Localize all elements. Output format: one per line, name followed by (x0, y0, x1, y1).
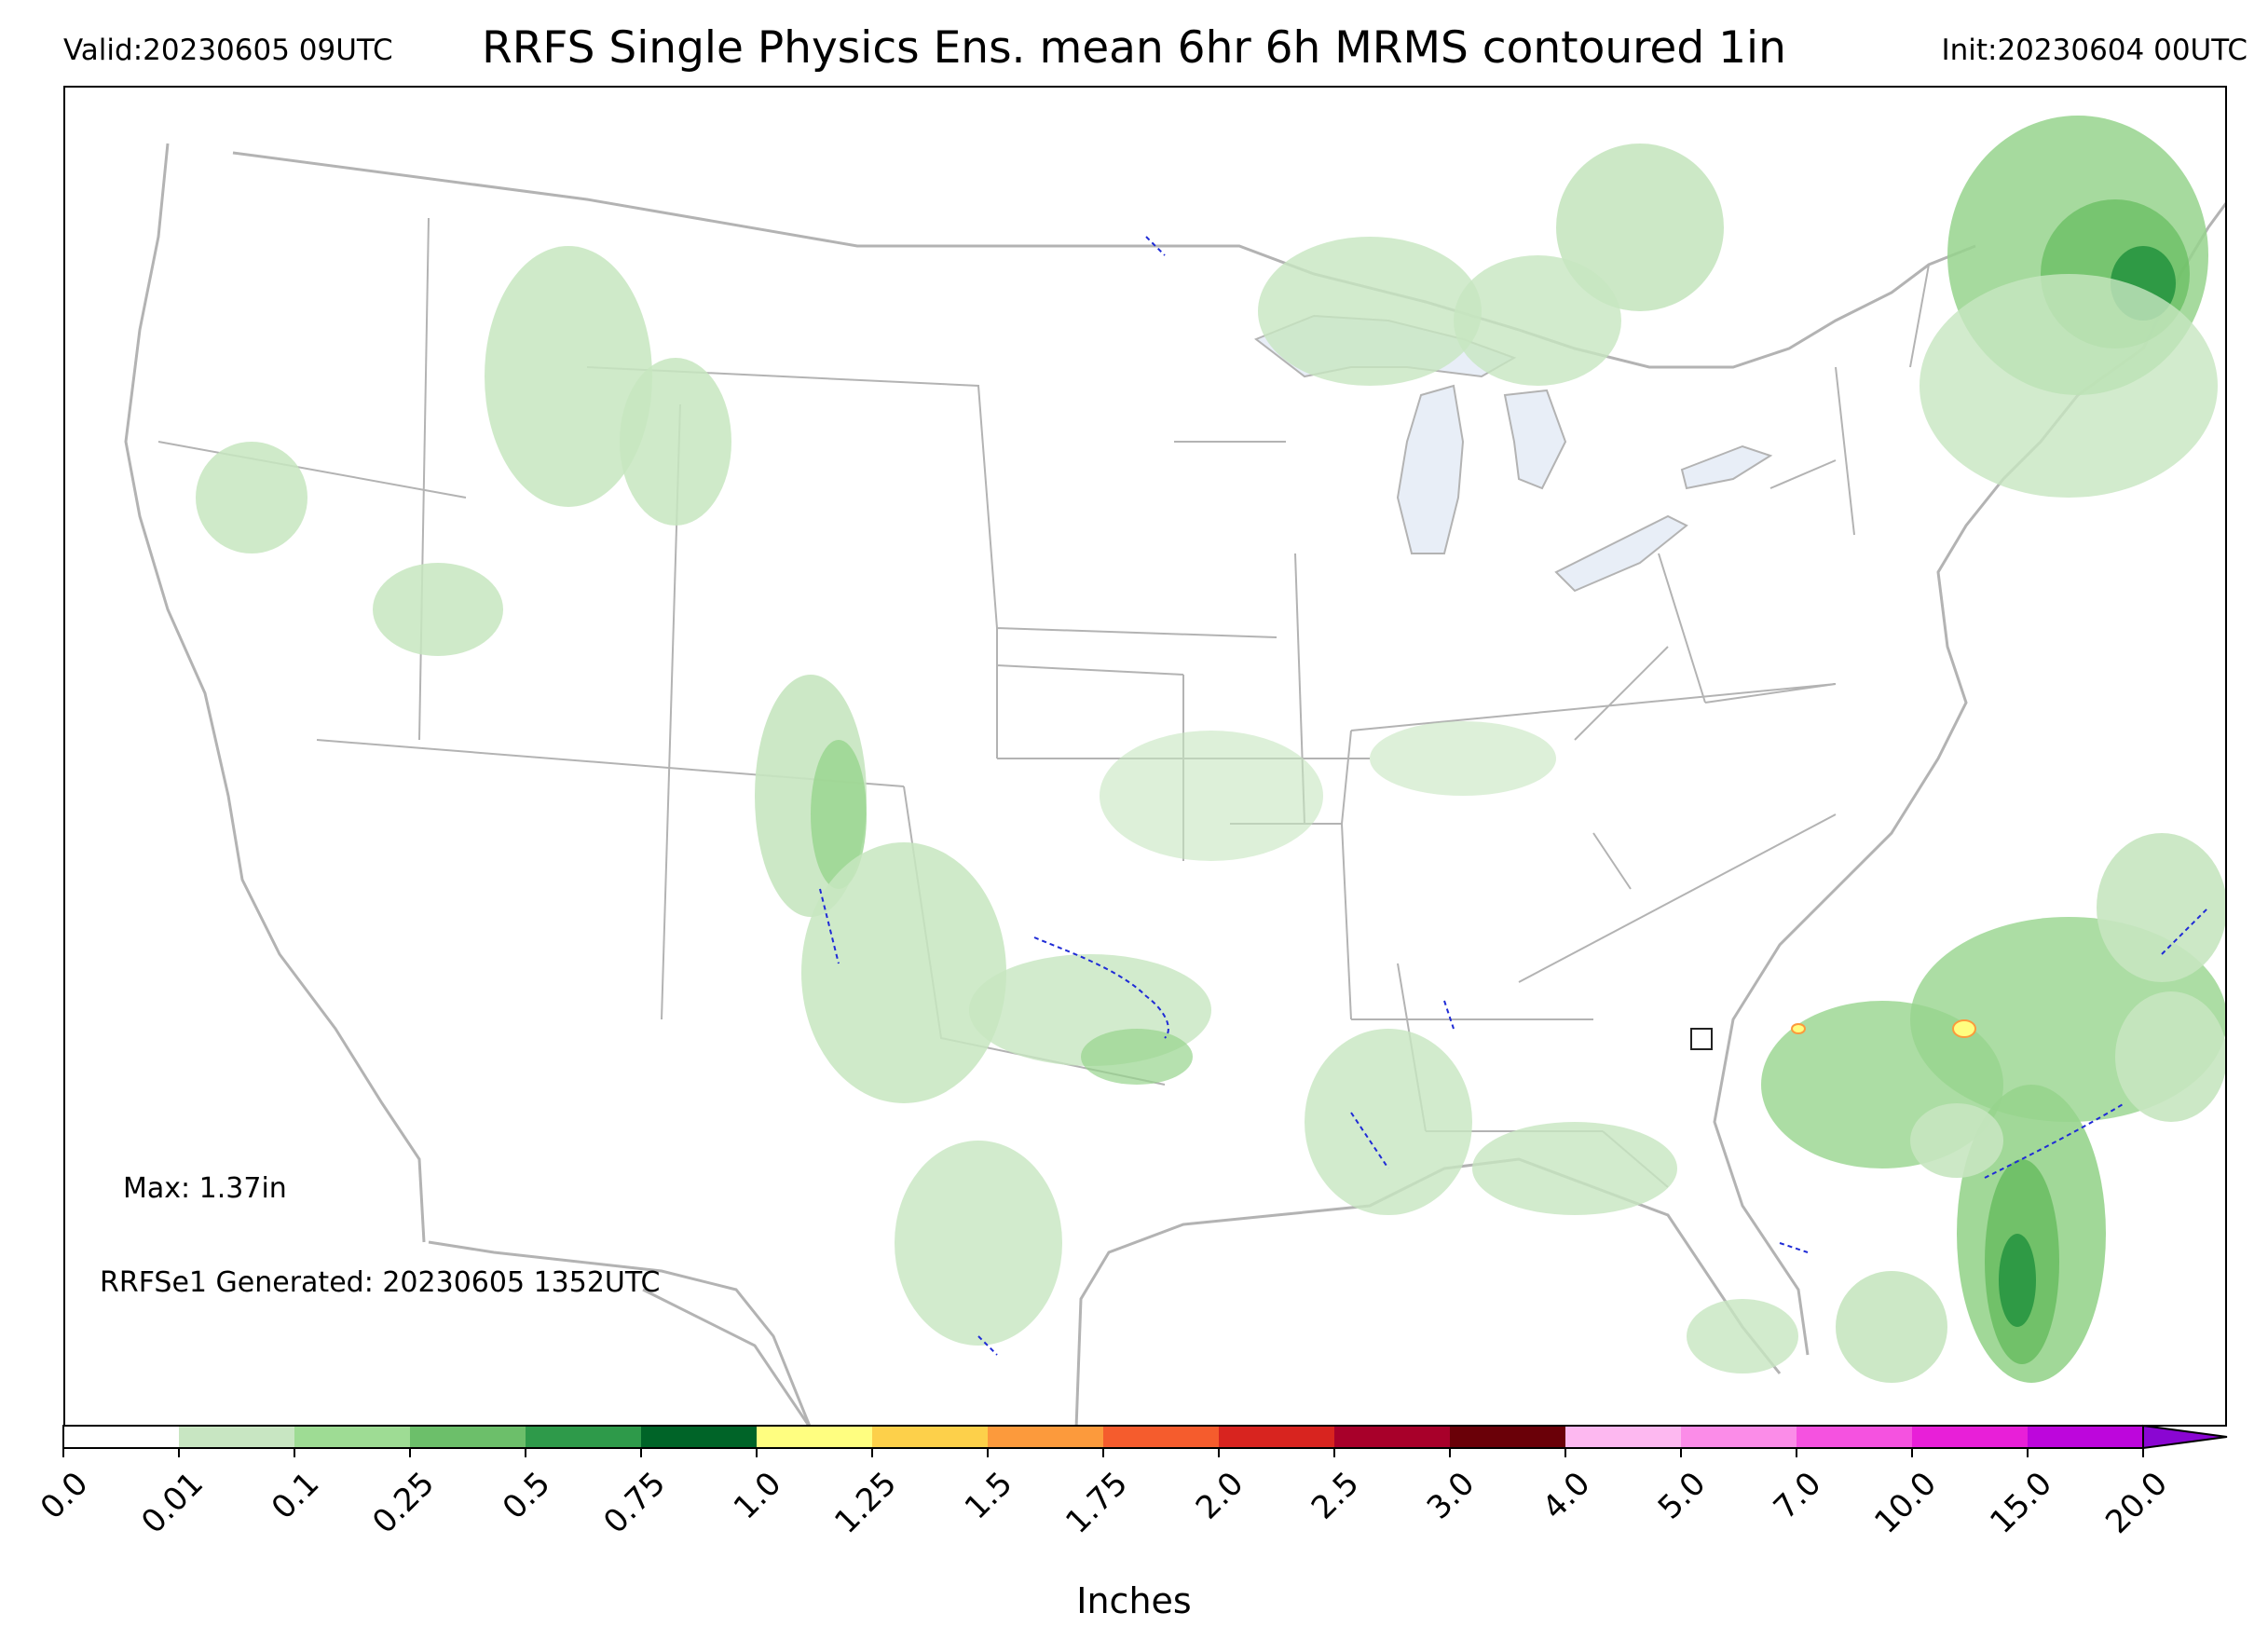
colorbar-tick-label: 0.25 (365, 1465, 442, 1541)
precip-region (1100, 731, 1323, 861)
contour-line (1443, 1000, 1455, 1030)
precip-region (2115, 991, 2225, 1122)
precip-region (895, 1141, 1062, 1346)
contour-line (819, 888, 840, 964)
colorbar-segment (872, 1426, 988, 1448)
colorbar-tick-label: 1.0 (726, 1465, 789, 1527)
contour-line (1033, 936, 1169, 1039)
colorbar-tick-label: 2.5 (1304, 1465, 1367, 1527)
colorbar-segment (179, 1426, 294, 1448)
precip-region (373, 563, 503, 656)
generated-note: RRFSe1 Generated: 20230605 1352UTC (100, 1266, 661, 1299)
us-coastline (124, 143, 2225, 1425)
colorbar-segment (526, 1426, 641, 1448)
colorbar-segment (2028, 1426, 2143, 1448)
contour-line (1984, 1102, 2125, 1179)
precip-region (1836, 1271, 1947, 1383)
colorbar-extend-arrow (2142, 1424, 2228, 1450)
colorbar-segment (1565, 1426, 1681, 1448)
colorbar-segment (63, 1426, 179, 1448)
contour-line (1350, 1112, 1389, 1169)
colorbar-segment (294, 1426, 410, 1448)
colorbar-segment (988, 1426, 1103, 1448)
precip-region (1454, 255, 1621, 386)
contour-line (977, 1335, 998, 1356)
colorbar-segment (1103, 1426, 1219, 1448)
precip-region (1687, 1299, 1798, 1374)
precip-region (801, 842, 1006, 1103)
max-value-note: Max: 1.37in (123, 1172, 287, 1205)
contour-line (1145, 236, 1166, 256)
colorbar-tick-label: 1.75 (1059, 1465, 1135, 1541)
colorbar-tick-label: 2.0 (1188, 1465, 1251, 1527)
colorbar-segment (1681, 1426, 1797, 1448)
precip-region (196, 442, 307, 554)
colorbar-tick-label: 0.75 (596, 1465, 673, 1541)
valid-time: Valid:20230605 09UTC (63, 34, 393, 67)
chart-title: RRFS Single Physics Ens. mean 6hr 6h MRM… (482, 22, 1786, 74)
precip-region (1910, 1103, 2003, 1178)
colorbar-tick-label: 4.0 (1535, 1465, 1598, 1527)
mexico-border (428, 1240, 812, 1425)
colorbar-segment (410, 1426, 526, 1448)
mrms-contours (819, 236, 2209, 1356)
precip-region (1556, 144, 1724, 311)
lake-michigan (1396, 384, 1465, 554)
colorbar-tick-label: 10.0 (1867, 1465, 1944, 1541)
precip-peak (1791, 1023, 1806, 1034)
lake-erie (1554, 514, 1688, 593)
precip-region (2097, 833, 2225, 982)
init-time: Init:20230604 00UTC (1941, 34, 2248, 67)
lake-ontario (1680, 444, 1773, 490)
colorbar-segment (1219, 1426, 1334, 1448)
colorbar-tick-label: 0.0 (33, 1465, 96, 1527)
precip-region (1999, 1234, 2036, 1327)
precip-region (811, 740, 867, 889)
conus-map (124, 116, 2225, 1425)
colorbar-tick-label: 0.1 (264, 1465, 327, 1527)
colorbar-segment (1450, 1426, 1565, 1448)
lake-huron (1503, 389, 1567, 490)
colorbar-segment (757, 1426, 872, 1448)
precip-shading (196, 116, 2225, 1383)
map-panel: Max: 1.37in RRFSe1 Generated: 20230605 1… (63, 86, 2227, 1427)
colorbar-tick-label: 0.01 (134, 1465, 211, 1541)
precip-region (1305, 1029, 1472, 1215)
colorbar-frame (62, 1425, 2144, 1449)
colorbar-tick-label: 3.0 (1419, 1465, 1482, 1527)
colorbar-tick-label: 1.5 (957, 1465, 1020, 1527)
colorbar-segment (1912, 1426, 2028, 1448)
colorbar-tick-label: 0.5 (495, 1465, 558, 1527)
precip-region (1081, 1029, 1193, 1085)
colorbar-segment (1797, 1426, 1912, 1448)
precip-region (1472, 1122, 1677, 1215)
colorbar-tick-label: 1.25 (827, 1465, 904, 1541)
precip-region (1370, 721, 1556, 796)
precip-peak (1952, 1019, 1976, 1038)
colorbar-tick-label: 15.0 (1983, 1465, 2059, 1541)
precip-region (620, 358, 731, 526)
contour-line (1779, 1242, 1809, 1253)
precip-region (1258, 237, 1482, 386)
contour-box (1690, 1028, 1713, 1050)
colorbar-segment (1334, 1426, 1450, 1448)
colorbar-tick-label: 20.0 (2098, 1465, 2175, 1541)
precip-region (485, 246, 652, 507)
colorbar-tick-label: 7.0 (1766, 1465, 1829, 1527)
precip-region (1920, 274, 2218, 498)
colorbar-label: Inches (1076, 1580, 1192, 1621)
colorbar-tick-label: 5.0 (1650, 1465, 1714, 1527)
colorbar-segment (641, 1426, 757, 1448)
